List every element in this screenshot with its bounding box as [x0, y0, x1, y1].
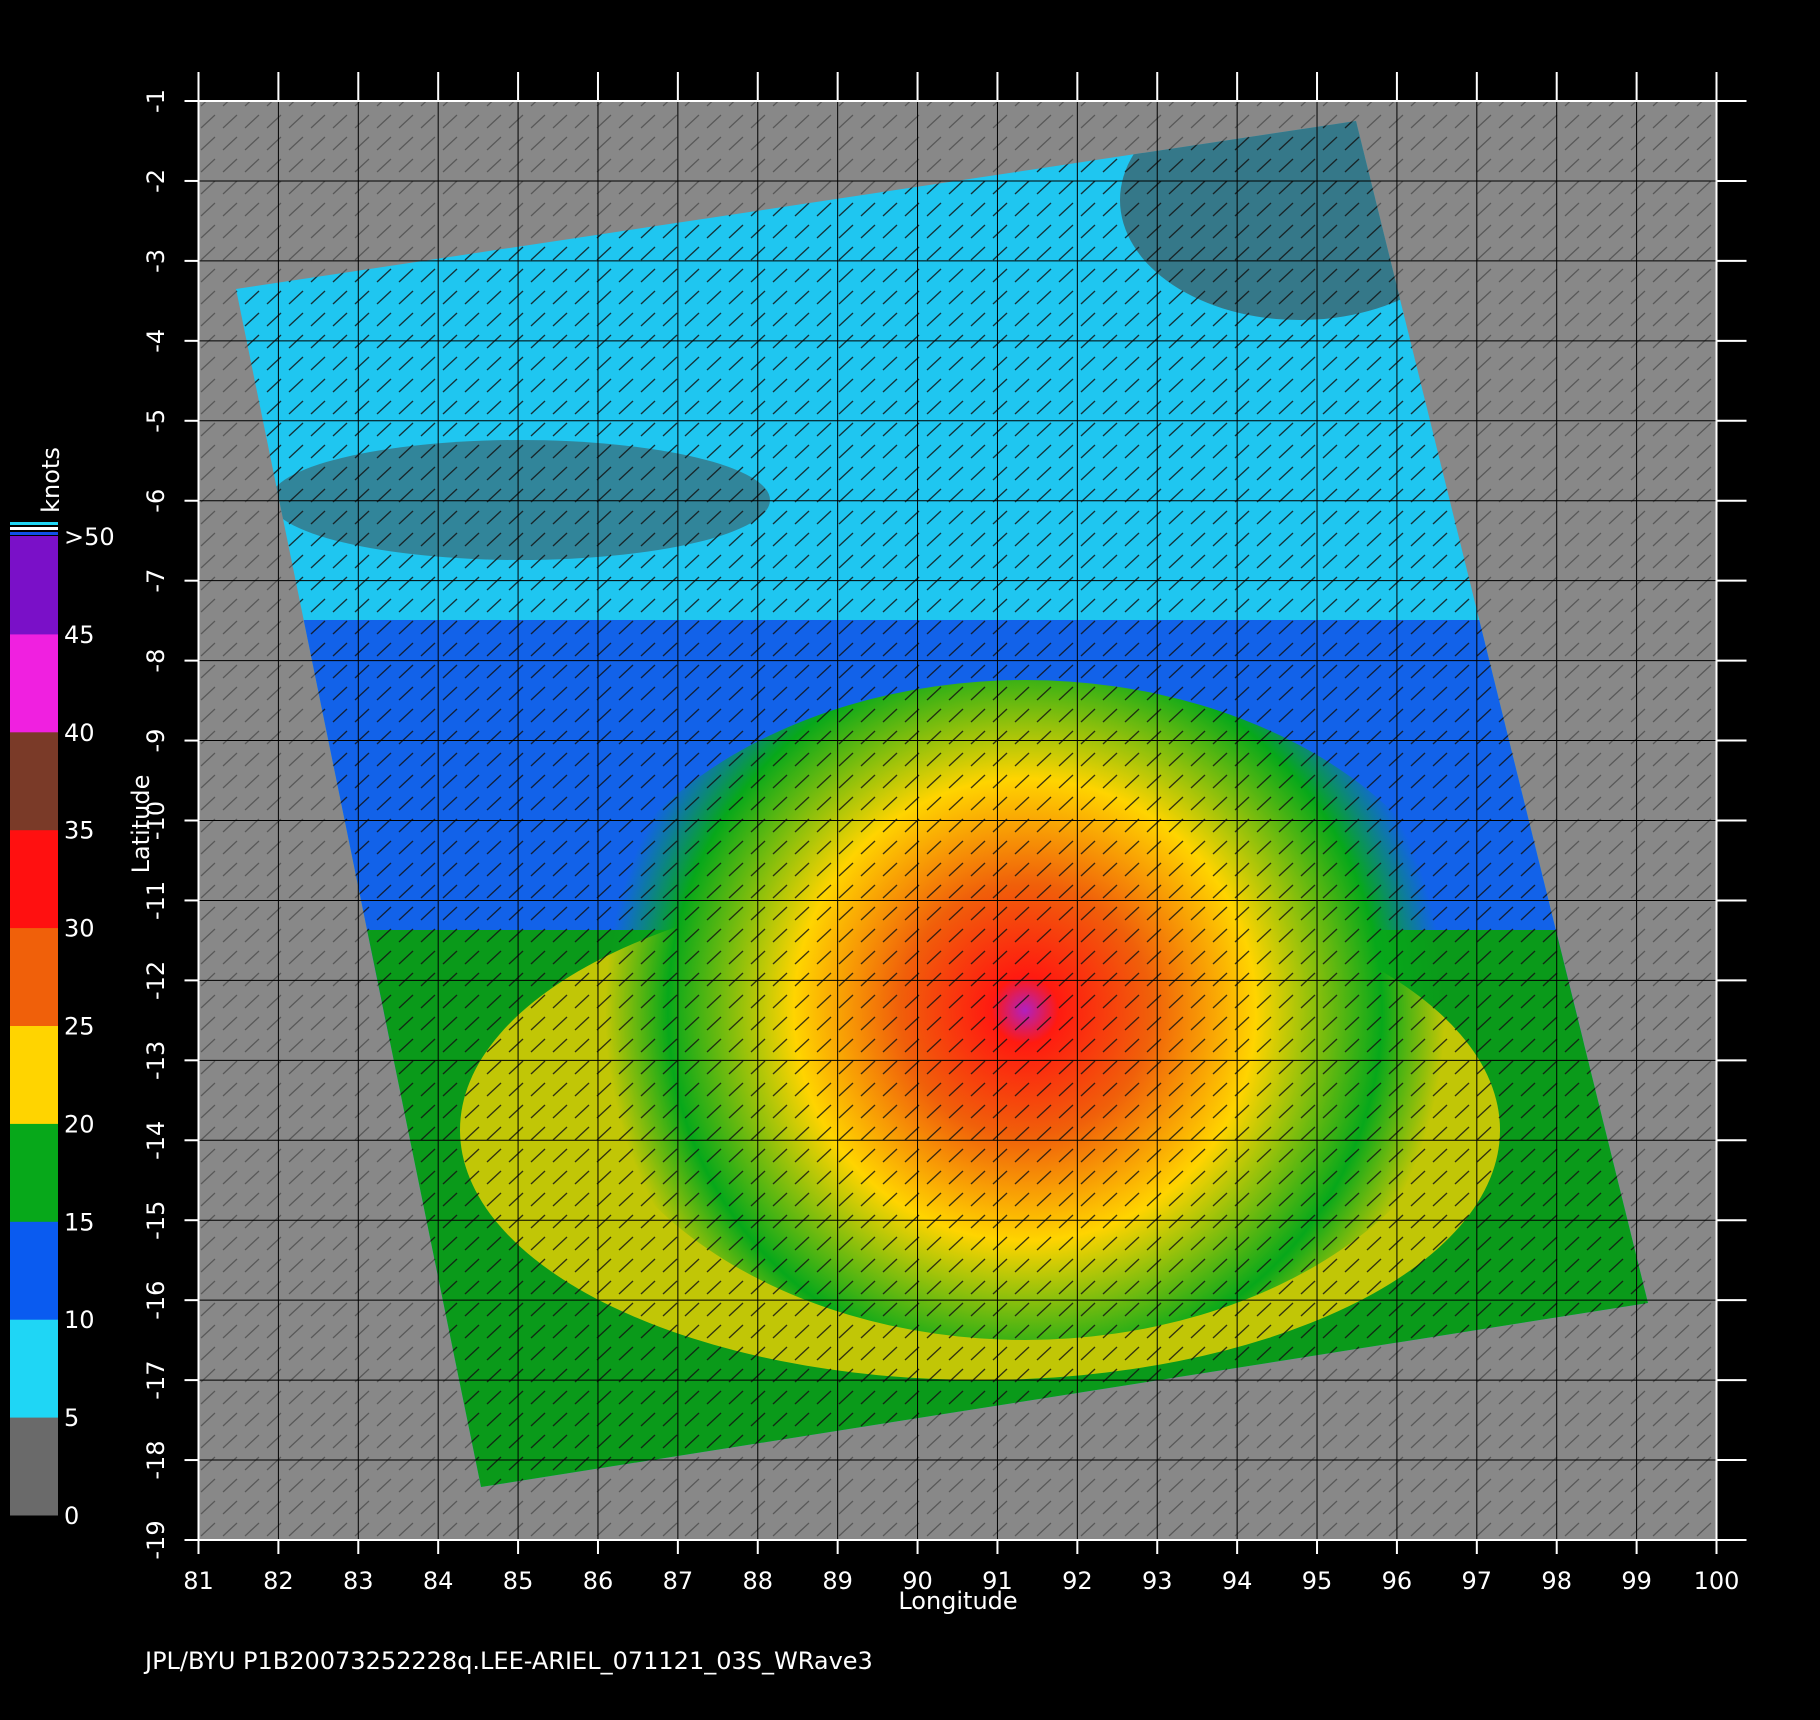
colorbar-label: 25: [64, 1013, 95, 1041]
colorbar-cap: [10, 532, 58, 535]
y-tick-label: -7: [142, 569, 170, 593]
y-tick-label: -4: [142, 329, 170, 353]
x-tick-label: 84: [423, 1567, 454, 1595]
y-tick-label: -19: [142, 1520, 170, 1559]
x-tick-label: 81: [183, 1567, 214, 1595]
y-tick-label: -18: [142, 1440, 170, 1479]
colorbar-label: 30: [64, 915, 95, 943]
colorbar-label: 40: [64, 719, 95, 747]
y-tick-label: -6: [142, 489, 170, 513]
colorbar-unit: knots: [37, 447, 65, 513]
footer: JPL/BYU P1B20073252228q.LEE-ARIEL_071121…: [143, 1647, 873, 1675]
colorbar-label: 5: [64, 1404, 79, 1432]
y-tick-label: -9: [142, 729, 170, 753]
y-tick-label: -5: [142, 409, 170, 433]
x-tick-label: 93: [1142, 1567, 1173, 1595]
y-tick-label: -2: [142, 169, 170, 193]
colorbar-label: >50: [64, 523, 115, 551]
colorbar-label: 10: [64, 1306, 95, 1334]
y-tick-label: -16: [142, 1281, 170, 1320]
colorbar-segment: [10, 1417, 58, 1516]
colorbar-cap: [10, 522, 58, 525]
colorbar-segment: [10, 1319, 58, 1418]
x-tick-label: 99: [1621, 1567, 1652, 1595]
colorbar-segment: [10, 731, 58, 831]
x-tick-label: 88: [742, 1567, 773, 1595]
y-tick-label: -15: [142, 1201, 170, 1240]
y-tick-label: -13: [142, 1041, 170, 1080]
y-tick-label: -1: [142, 89, 170, 113]
x-tick-label: 85: [503, 1567, 534, 1595]
x-tick-label: 97: [1462, 1567, 1493, 1595]
x-tick-label: 92: [1062, 1567, 1093, 1595]
x-tick-label: 100: [1694, 1567, 1740, 1595]
x-tick-label: 95: [1302, 1567, 1333, 1595]
colorbar-cap: [10, 527, 58, 530]
y-tick-label: -17: [142, 1361, 170, 1400]
colorbar-segment: [10, 829, 58, 929]
y-tick-label: -3: [142, 249, 170, 273]
x-tick-label: 94: [1222, 1567, 1253, 1595]
y-tick-label: -11: [142, 881, 170, 920]
y-tick-label: -12: [142, 961, 170, 1000]
y-tick-label: -8: [142, 649, 170, 673]
colorbar-segment: [10, 633, 58, 733]
x-tick-label: 96: [1382, 1567, 1413, 1595]
x-tick-label: 82: [263, 1567, 294, 1595]
colorbar-label: 20: [64, 1110, 95, 1138]
colorbar-segment: [10, 927, 58, 1026]
colorbar-label: 15: [64, 1208, 95, 1236]
x-tick-label: 87: [663, 1567, 694, 1595]
colorbar-segment: [10, 1123, 58, 1222]
colorbar-segment: [10, 1025, 58, 1124]
y-tick-label: -14: [142, 1121, 170, 1160]
x-tick-label: 98: [1541, 1567, 1572, 1595]
colorbar-segment: [10, 536, 58, 635]
x-tick-label: 86: [583, 1567, 614, 1595]
x-tick-label: 90: [902, 1567, 933, 1595]
x-axis-label: Longitude: [898, 1587, 1017, 1615]
colorbar-label: 45: [64, 621, 95, 649]
colorbar-label: 0: [64, 1502, 79, 1530]
colorbar-label: 35: [64, 817, 95, 845]
colorbar-segment: [10, 1221, 58, 1320]
y-axis-label: Latitude: [127, 775, 155, 874]
x-tick-label: 83: [343, 1567, 374, 1595]
y-tick-label: -10: [142, 801, 170, 840]
x-tick-label: 89: [822, 1567, 853, 1595]
x-tick-label: 91: [982, 1567, 1013, 1595]
